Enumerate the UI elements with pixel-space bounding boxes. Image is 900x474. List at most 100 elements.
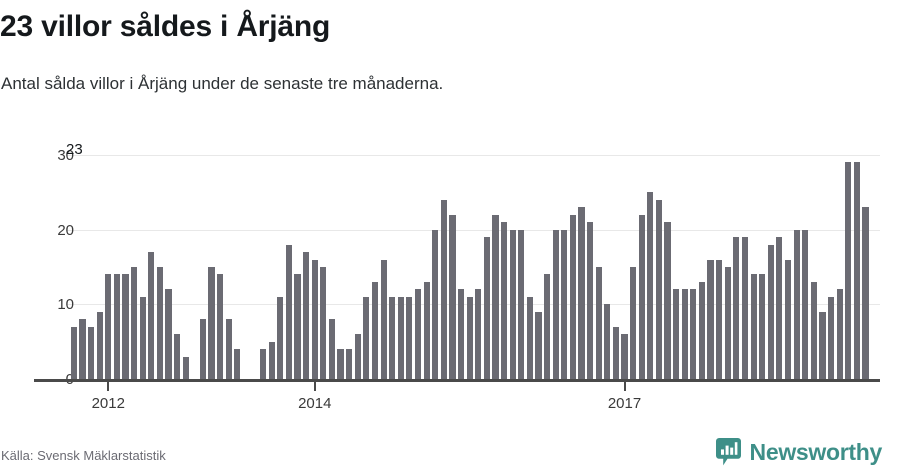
bar <box>208 267 215 379</box>
bar <box>268 341 275 379</box>
bar <box>690 289 697 379</box>
bar <box>836 289 843 379</box>
bar <box>105 274 112 379</box>
bar <box>793 229 800 379</box>
bar <box>802 229 809 379</box>
bar <box>638 214 645 379</box>
newsworthy-logo: Newsworthy <box>715 438 883 466</box>
bar <box>363 296 370 379</box>
bar <box>819 311 826 379</box>
bar <box>122 274 129 379</box>
bar <box>320 267 327 379</box>
bar <box>845 162 852 379</box>
bar <box>500 222 508 379</box>
bar <box>716 259 723 379</box>
x-axis-line <box>34 379 880 382</box>
bar <box>518 229 525 379</box>
bar <box>156 267 163 379</box>
bar <box>182 356 189 379</box>
bar <box>311 259 318 379</box>
bar <box>260 349 267 379</box>
bar <box>139 296 146 379</box>
bar <box>87 326 95 379</box>
bar <box>70 326 77 379</box>
bar <box>406 296 413 379</box>
bar <box>724 267 731 379</box>
x-axis-tick <box>313 382 316 391</box>
bar <box>604 304 611 379</box>
bar <box>569 214 576 379</box>
bar <box>655 199 663 379</box>
bar <box>552 229 559 379</box>
bar-value-label: 23 <box>66 141 83 159</box>
bar <box>535 311 542 379</box>
bar <box>380 259 387 379</box>
bar <box>277 296 284 379</box>
bar <box>492 214 499 379</box>
gridline <box>66 304 880 306</box>
source-note: Källa: Svensk Mäklarstatistik <box>1 448 166 463</box>
bar-series <box>66 155 880 379</box>
page-subtitle: Antal sålda villor i Årjäng under de sen… <box>1 74 444 93</box>
bar <box>303 252 310 379</box>
bar <box>389 296 396 379</box>
bar <box>440 199 447 379</box>
bar <box>354 334 361 379</box>
bar <box>750 274 757 379</box>
bar <box>621 334 628 379</box>
bar <box>664 222 671 379</box>
y-axis-tick-label: 30 <box>57 147 74 164</box>
bar-chart: 0102030 20122014201720202022 23 <box>0 130 900 420</box>
bar <box>526 296 533 379</box>
bar <box>79 319 86 379</box>
bar <box>217 274 224 379</box>
x-axis-tick <box>623 382 626 391</box>
bar <box>647 192 654 379</box>
bar <box>96 311 103 379</box>
bar <box>698 281 706 379</box>
bar <box>776 237 783 379</box>
gridline <box>66 155 880 156</box>
bar <box>630 267 637 379</box>
gridline <box>66 229 880 231</box>
bar <box>673 289 680 379</box>
bar <box>285 244 293 379</box>
plot-area: 0102030 20122014201720202022 23 <box>34 142 880 412</box>
bar <box>173 334 181 379</box>
bar <box>432 229 439 379</box>
bar <box>466 296 473 379</box>
bar <box>578 207 585 379</box>
bar <box>587 222 594 379</box>
bar <box>337 349 344 379</box>
bar <box>612 326 620 379</box>
bar <box>397 296 404 379</box>
bar <box>810 281 817 379</box>
bar <box>561 229 568 379</box>
bar <box>707 259 714 379</box>
bar <box>371 281 379 379</box>
page-title: 23 villor såldes i Årjäng <box>0 10 331 43</box>
bar <box>827 296 835 379</box>
bar <box>595 267 602 379</box>
newsworthy-bar-chart-bubble-icon <box>715 438 741 466</box>
bar <box>483 237 490 379</box>
bar <box>475 289 482 379</box>
bar <box>199 319 206 379</box>
y-axis-tick-label: 20 <box>57 221 74 239</box>
x-axis-tick <box>107 382 110 391</box>
bar <box>862 207 869 379</box>
bar <box>457 289 465 379</box>
bar <box>113 274 120 379</box>
bar <box>130 267 138 379</box>
brand-name: Newsworthy <box>749 438 883 465</box>
bar <box>234 349 241 379</box>
bar <box>294 274 301 379</box>
bar <box>328 319 336 379</box>
bar <box>423 281 430 379</box>
bar <box>225 319 232 379</box>
bar <box>741 237 749 379</box>
bar <box>853 162 860 379</box>
bar <box>767 244 774 379</box>
bar <box>414 289 422 379</box>
bar <box>759 274 766 379</box>
